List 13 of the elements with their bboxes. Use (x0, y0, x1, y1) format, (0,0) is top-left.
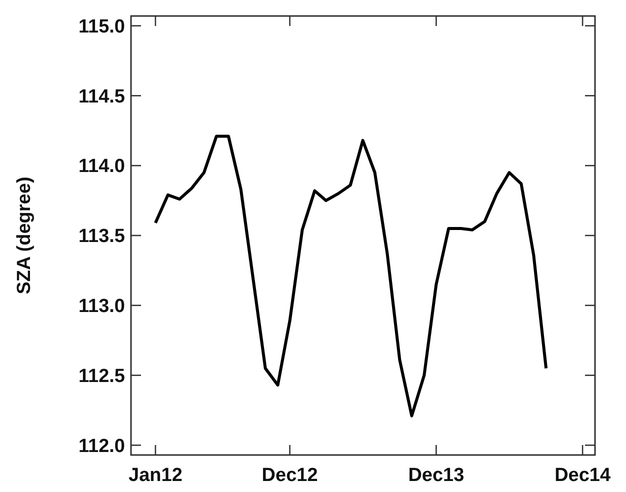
y-tick-label: 112.5 (78, 366, 126, 387)
y-tick-label: 114.0 (78, 156, 125, 178)
x-tick-label: Jan12 (128, 465, 182, 486)
y-tick-label: 113.5 (78, 226, 126, 248)
y-tick-label: 114.5 (78, 86, 126, 108)
y-tick-label: 113.0 (78, 296, 125, 318)
y-axis-title: SZA (degree) (14, 176, 35, 294)
x-tick-label: Dec14 (554, 465, 611, 486)
y-tick-label: 112.0 (78, 436, 125, 457)
x-tick-label: Dec12 (262, 465, 318, 486)
line-series (154, 134, 548, 418)
y-tick-label: 115.0 (78, 16, 125, 38)
x-tick-label: Dec13 (408, 465, 464, 486)
